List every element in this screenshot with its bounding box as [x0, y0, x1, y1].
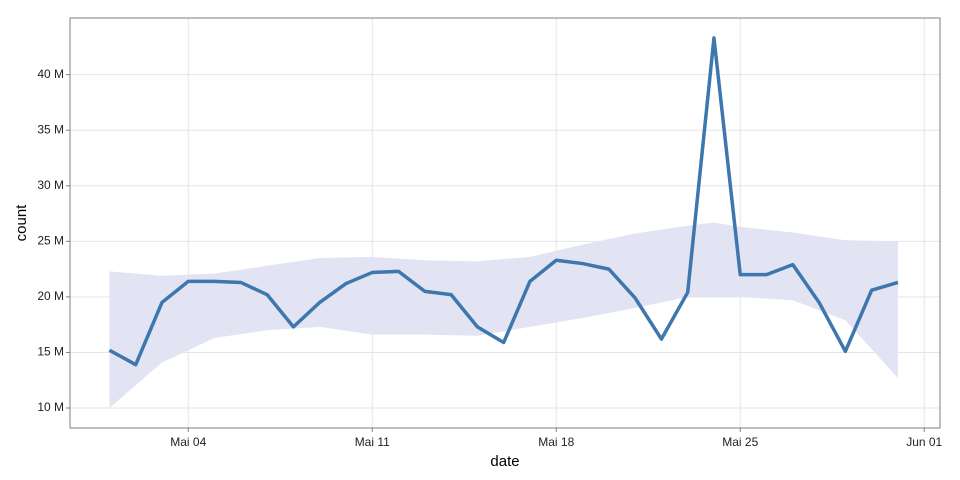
x-axis-title: date	[490, 453, 519, 470]
y-tick-label: 20 M	[37, 289, 64, 303]
x-tick-label: Jun 01	[906, 435, 942, 449]
data-line	[108, 36, 899, 367]
y-axis-title: count	[13, 204, 30, 242]
x-tick-label: Mai 18	[538, 435, 574, 449]
y-tick-label: 30 M	[37, 178, 64, 192]
y-tick-label: 25 M	[37, 234, 64, 248]
plot-border	[69, 17, 941, 429]
y-tick-label: 10 M	[37, 400, 64, 414]
marks	[108, 36, 899, 408]
y-tick-label: 15 M	[37, 345, 64, 359]
y-tick-label: 35 M	[37, 122, 64, 136]
confidence-band	[109, 222, 898, 408]
x-tick-label: Mai 04	[170, 435, 206, 449]
x-tick-label: Mai 25	[722, 435, 758, 449]
x-tick-label: Mai 11	[355, 435, 390, 449]
plot-panel	[70, 18, 940, 428]
y-tick-label: 40 M	[37, 67, 64, 81]
